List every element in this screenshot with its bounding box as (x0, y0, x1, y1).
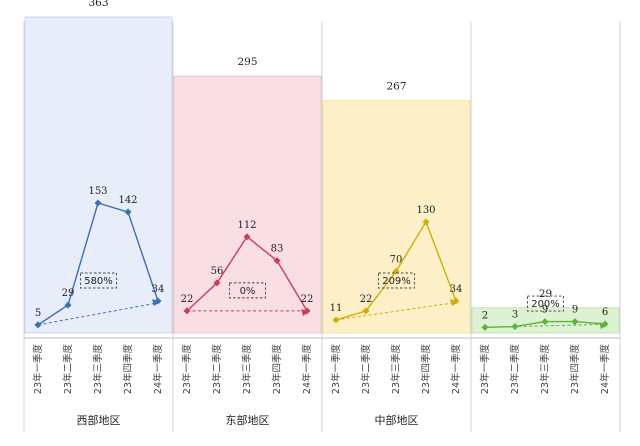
point-value-label: 3 (512, 310, 518, 321)
growth-box (229, 282, 266, 299)
point-value-label: 9 (572, 305, 578, 316)
growth-box (378, 272, 415, 289)
category-tick-label: 23年四季度 (271, 344, 283, 395)
data-point (64, 301, 72, 309)
point-value-label: 22 (181, 294, 194, 305)
category-tick-label: 23年四季度 (122, 344, 134, 395)
point-value-label: 70 (390, 254, 403, 265)
region-label: 中部地区 (375, 413, 419, 427)
category-tick-label: 23年四季度 (420, 344, 432, 395)
total-bar (173, 75, 322, 334)
data-labels: 36352915314234580%295225611283220%267112… (35, 0, 608, 321)
point-value-label: 83 (271, 244, 284, 255)
category-tick-label: 23年一季度 (479, 344, 491, 395)
category-tick-label: 23年二季度 (509, 344, 521, 395)
data-point (481, 323, 489, 331)
total-value-label: 295 (237, 56, 257, 68)
total-bar (322, 100, 471, 334)
data-point (541, 318, 549, 326)
data-point (34, 321, 42, 329)
region-label: 东部地区 (226, 413, 270, 427)
growth-label: 580% (84, 276, 113, 287)
category-tick-label: 23年三季度 (539, 344, 551, 395)
data-point (422, 218, 430, 226)
category-tick-label: 23年三季度 (92, 344, 104, 395)
category-tick-label: 23年二季度 (360, 344, 372, 395)
data-point (94, 199, 102, 207)
point-value-label: 112 (237, 220, 256, 231)
data-point (273, 257, 281, 265)
point-value-label: 142 (118, 195, 137, 206)
category-tick-label: 24年一季度 (301, 344, 313, 395)
point-value-label: 2 (482, 310, 488, 321)
growth-label: 0% (240, 286, 256, 297)
total-bars (24, 16, 620, 334)
growth-box (80, 272, 117, 289)
point-value-label: 22 (360, 294, 373, 305)
point-value-label: 5 (35, 308, 41, 319)
data-point (452, 297, 460, 305)
point-value-label: 22 (301, 294, 314, 305)
data-point (362, 307, 370, 315)
data-point (601, 320, 609, 328)
data-point (154, 297, 162, 305)
point-value-label: 29 (62, 288, 75, 299)
category-tick-label: 23年三季度 (390, 344, 402, 395)
data-point (124, 208, 132, 216)
point-value-label: 9 (542, 305, 548, 316)
total-value-label: 363 (88, 0, 108, 9)
data-point (332, 316, 340, 324)
point-value-label: 130 (416, 205, 435, 216)
category-tick-label: 24年一季度 (152, 344, 164, 395)
data-point (243, 233, 251, 241)
category-tick-label: 23年三季度 (241, 344, 253, 395)
growth-label: 200% (531, 299, 560, 310)
data-point (511, 323, 519, 331)
point-value-label: 34 (152, 284, 165, 295)
point-value-label: 6 (602, 307, 608, 318)
growth-box (527, 295, 564, 312)
data-point (213, 279, 221, 287)
series-lines (34, 199, 609, 331)
category-tick-label: 23年二季度 (62, 344, 74, 395)
category-tick-label: 24年一季度 (599, 344, 611, 395)
total-value-label: 29 (539, 288, 552, 300)
category-tick-label: 23年四季度 (569, 344, 581, 395)
trend-arrow (37, 302, 156, 326)
region-label: 西部地区 (77, 413, 121, 427)
data-point (183, 307, 191, 315)
category-tick-label: 23年一季度 (32, 344, 44, 395)
point-value-label: 153 (88, 186, 107, 197)
data-point (571, 318, 579, 326)
category-tick-label: 24年一季度 (450, 344, 462, 395)
point-value-label: 56 (211, 266, 224, 277)
total-bar (24, 16, 173, 334)
growth-label: 209% (382, 276, 411, 287)
point-value-label: 11 (330, 303, 343, 314)
category-tick-label: 23年二季度 (211, 344, 223, 395)
point-value-label: 34 (450, 284, 463, 295)
category-tick-label: 23年一季度 (181, 344, 193, 395)
category-tick-label: 23年一季度 (330, 344, 342, 395)
data-point (303, 307, 311, 315)
total-value-label: 267 (386, 81, 406, 93)
